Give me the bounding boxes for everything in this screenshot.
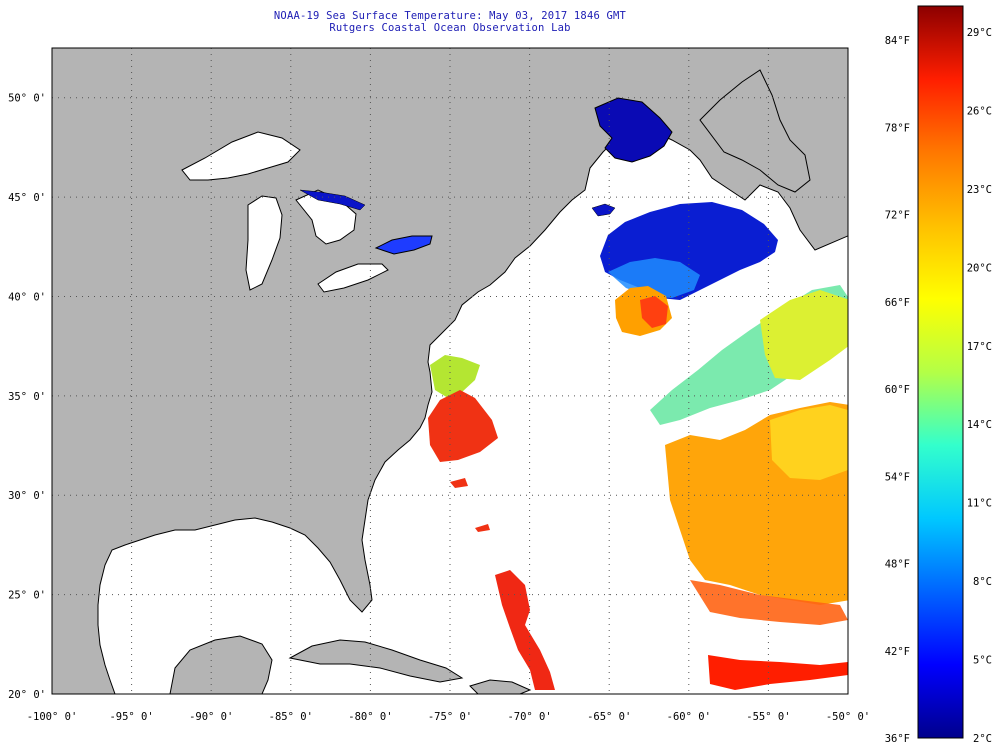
lake-georgian-bay [299, 189, 366, 211]
longitude-label: -50° 0' [826, 711, 870, 723]
colorbar-celsius-label: 8°C [973, 576, 992, 588]
sst-hatteras-green [430, 355, 480, 398]
colorbar-fahrenheit-label: 54°F [885, 471, 910, 483]
sst-subtropical-yellow [770, 405, 848, 480]
graticule [52, 48, 848, 694]
map-frame [51, 47, 849, 695]
longitude-label: -85° 0' [269, 711, 313, 723]
colorbar [917, 5, 964, 739]
colorbar-celsius-label: 5°C [973, 655, 992, 667]
colorbar-celsius-label: 29°C [967, 27, 992, 39]
latitude-label: 25° 0' [8, 590, 46, 602]
colorbar-fahrenheit-label: 66°F [885, 297, 910, 309]
land-newfoundland [699, 69, 811, 193]
colorbar-fahrenheit-label: 60°F [885, 384, 910, 396]
colorbar-fahrenheit-label: 42°F [885, 646, 910, 658]
colorbar-celsius-label: 11°C [967, 498, 992, 510]
lake-michigan [245, 195, 283, 291]
latitude-label: 35° 0' [8, 391, 46, 403]
latitude-label: 20° 0' [8, 689, 46, 701]
bay-of-fundy [591, 203, 616, 217]
map-subtitle: Rutgers Coastal Ocean Observation Lab [329, 22, 571, 34]
longitude-label: -75° 0' [428, 711, 472, 723]
latitude-label: 45° 0' [8, 192, 46, 204]
sst-subtropical-red [690, 580, 848, 625]
longitude-label: -80° 0' [348, 711, 392, 723]
longitude-label: -60° 0' [667, 711, 711, 723]
sst-south-hot [708, 655, 848, 690]
longitude-label: -65° 0' [587, 711, 631, 723]
longitude-labels: -100° 0' -95° 0' -90° 0' -85° 0' -80° 0' -75°… [27, 711, 870, 723]
sst-bahamas [495, 570, 555, 690]
longitude-label: -70° 0' [507, 711, 551, 723]
colorbar-fahrenheit-label: 48°F [885, 559, 910, 571]
lake-ontario [374, 235, 433, 255]
colorbar-celsius-label: 2°C [973, 733, 992, 745]
latitude-label: 30° 0' [8, 490, 46, 502]
colorbar-celsius-label: 26°C [967, 105, 992, 117]
sst-hatteras-bits [450, 478, 490, 532]
colorbar-fahrenheit-label: 78°F [885, 122, 910, 134]
colorbar-celsius-labels: 29°C 26°C 23°C 20°C 17°C 14°C 11°C 8°C 5°C 2°C [967, 27, 992, 745]
map-layers [52, 48, 848, 694]
longitude-label: -100° 0' [27, 711, 78, 723]
sst-ocean-yellow [760, 290, 848, 380]
latitude-label: 40° 0' [8, 291, 46, 303]
colorbar-celsius-label: 20°C [967, 262, 992, 274]
longitude-label: -55° 0' [746, 711, 790, 723]
map-title: NOAA-19 Sea Surface Temperature: May 03,… [273, 10, 627, 22]
longitude-label: -90° 0' [189, 711, 233, 723]
colorbar-fahrenheit-label: 72°F [885, 210, 910, 222]
sst-shelf-hot [640, 296, 668, 328]
land-yucatan [169, 635, 273, 694]
colorbar-celsius-label: 17°C [967, 341, 992, 353]
longitude-label: -95° 0' [109, 711, 153, 723]
sst-hatteras-hot [428, 390, 498, 462]
colorbar-celsius-label: 14°C [967, 419, 992, 431]
colorbar-fahrenheit-label: 84°F [885, 35, 910, 47]
latitude-label: 50° 0' [8, 93, 46, 105]
colorbar-celsius-label: 23°C [967, 184, 992, 196]
latitude-labels: 20° 0' 25° 0' 30° 0' 35° 0' 40° 0' 45° 0' 50° … [8, 93, 46, 701]
land-cuba [288, 639, 464, 683]
colorbar-fahrenheit-labels: 84°F 78°F 72°F 66°F 60°F 54°F 48°F 42°F 36°F [885, 35, 910, 745]
colorbar-fahrenheit-label: 36°F [885, 733, 910, 745]
gulf-st-lawrence [594, 97, 673, 163]
